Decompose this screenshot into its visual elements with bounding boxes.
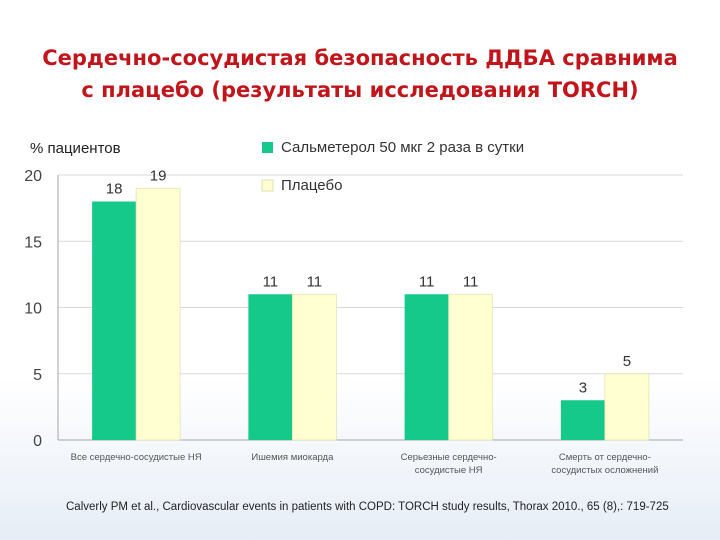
bar-salmeterol <box>248 294 293 440</box>
data-label: 11 <box>263 273 279 290</box>
data-label: 11 <box>307 273 323 290</box>
y-tick-label: 10 <box>24 301 42 318</box>
bar-placebo <box>604 373 650 441</box>
data-label: 11 <box>419 273 435 290</box>
x-tick-label: Ишемия миокарда <box>251 452 334 463</box>
bar-placebo <box>448 293 494 441</box>
data-label: 11 <box>463 273 479 290</box>
legend-label: Сальметерол 50 мкг 2 раза в сутки <box>281 139 524 156</box>
bar-chart: 0 5 10 15 20 % пациентов 18 19 Все сердечно-сосу… <box>24 139 683 476</box>
y-tick-label: 15 <box>24 234 42 251</box>
legend-swatch <box>262 142 273 153</box>
x-tick-label: Смерть от сердечно- <box>559 452 651 463</box>
x-tick-label: сосудистых осложнений <box>551 465 658 476</box>
x-tick-label: сосудистые НЯ <box>415 465 483 476</box>
y-axis-label: % пациентов <box>30 140 121 157</box>
bar-placebo <box>135 187 181 441</box>
slide-title-line-1: Сердечно-сосудистая безопасность ДДБА ср… <box>42 46 678 70</box>
y-tick-label: 5 <box>33 367 42 384</box>
y-tick-label: 20 <box>24 168 42 185</box>
slide-title-line-2: с плацебо (результаты исследования TORCH… <box>81 78 639 102</box>
legend-swatch <box>261 179 274 192</box>
citation: Calverly PM et al., Cardiovascular event… <box>66 501 669 513</box>
x-tick-label: Все сердечно-сосудистые НЯ <box>71 452 202 463</box>
bar-salmeterol <box>560 400 605 440</box>
legend-label: Плацебо <box>281 177 342 194</box>
data-label: 5 <box>623 353 631 370</box>
x-tick-label: Серьезные сердечно- <box>401 452 497 463</box>
data-label: 18 <box>106 181 123 198</box>
data-label: 3 <box>579 379 587 396</box>
data-label: 19 <box>150 167 167 184</box>
slide-title: Сердечно-сосудистая безопасность ДДБА ср… <box>0 42 720 106</box>
y-tick-label: 0 <box>33 433 42 450</box>
bar-salmeterol <box>92 201 137 440</box>
bar-placebo <box>291 293 337 441</box>
bar-salmeterol <box>404 294 449 440</box>
